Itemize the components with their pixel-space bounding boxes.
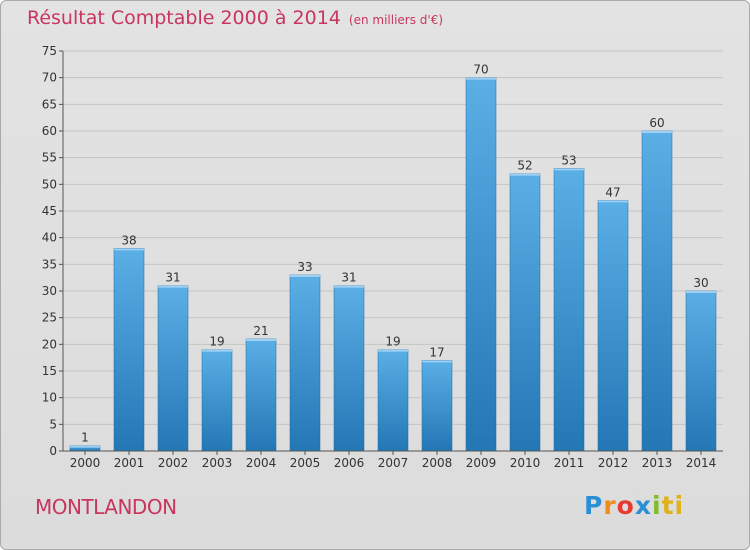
value-label-2008: 17 [429, 345, 444, 359]
value-labels: 1 38 31 19 21 33 31 19 17 70 52 53 47 60 30 [81, 63, 708, 445]
x-tick-label-2002: 2002 [158, 456, 189, 470]
bar-highlight [290, 275, 320, 277]
bar-2014 [685, 290, 717, 452]
value-label-2002: 31 [165, 271, 180, 285]
y-tick-label: 40 [42, 231, 57, 245]
x-tick-label-2012: 2012 [598, 456, 629, 470]
bar-highlight [202, 349, 232, 352]
x-tick-label-2000: 2000 [70, 456, 101, 470]
value-label-2012: 47 [605, 185, 620, 199]
bar-highlight [114, 248, 144, 251]
y-tick-label: 10 [42, 391, 57, 405]
y-tick-label: 20 [42, 337, 57, 351]
x-tick-label-2013: 2013 [642, 456, 673, 470]
y-tick-label: 70 [42, 71, 57, 85]
value-label-2007: 19 [385, 335, 400, 349]
x-tick-label-2014: 2014 [686, 456, 717, 470]
y-tick-label: 35 [42, 257, 57, 271]
proxiti-logo: Proxiti [584, 491, 685, 520]
bar-highlight [686, 291, 716, 293]
bar-2002 [157, 285, 189, 452]
bar-highlight [642, 131, 672, 133]
x-tick-label-2004: 2004 [246, 456, 277, 470]
bar-2006 [333, 285, 365, 452]
value-label-2005: 33 [297, 260, 312, 274]
bar-highlight [466, 77, 496, 80]
y-tick-label: 30 [42, 284, 57, 298]
y-tick-label: 0 [49, 444, 57, 458]
bar-2008 [421, 360, 453, 452]
x-tick-label-2008: 2008 [422, 456, 453, 470]
value-label-2000: 1 [81, 431, 89, 445]
x-tick-label-2009: 2009 [466, 456, 497, 470]
chart-subtitle: (en milliers d'€) [348, 13, 444, 27]
chart-title: Résultat Comptable 2000 à 2014 (en millie… [27, 7, 443, 29]
bar-highlight [334, 285, 364, 288]
bar-highlight [246, 339, 276, 341]
value-label-2013: 60 [649, 116, 664, 130]
x-tick-label-2001: 2001 [114, 456, 145, 470]
bar-highlight [510, 173, 540, 176]
bar-highlight [158, 285, 188, 288]
x-tick-label-2007: 2007 [378, 456, 409, 470]
y-tick-label: 55 [42, 151, 57, 165]
value-label-2004: 21 [253, 324, 268, 338]
commune-name: MONTLANDON [35, 495, 177, 519]
value-label-2010: 52 [517, 159, 532, 173]
bars [69, 77, 717, 452]
y-tick-label: 15 [42, 364, 57, 378]
axes: 0 5 10 15 20 25 30 35 40 45 50 55 60 65 70 75 2000 2001 20… [42, 44, 723, 470]
x-tick-label-2011: 2011 [554, 456, 585, 470]
bar-highlight [378, 349, 408, 352]
y-tick-label: 5 [49, 417, 57, 431]
bar-2005 [289, 274, 321, 452]
y-tick-label: 50 [42, 177, 57, 191]
value-label-2001: 38 [121, 233, 136, 247]
value-label-2009: 70 [473, 63, 488, 77]
x-tick-label-2005: 2005 [290, 456, 321, 470]
y-tick-label: 45 [42, 204, 57, 218]
title-text: Résultat Comptable 2000 à 2014 [27, 7, 341, 29]
bar-2009 [465, 77, 497, 452]
value-label-2006: 31 [341, 271, 356, 285]
y-tick-label: 25 [42, 311, 57, 325]
y-tick-label: 60 [42, 124, 57, 138]
value-label-2003: 19 [209, 335, 224, 349]
bar-2010 [509, 173, 541, 452]
value-label-2014: 30 [693, 276, 708, 290]
bar-highlight [70, 445, 100, 448]
bar-2011 [553, 168, 585, 452]
y-tick-label: 65 [42, 97, 57, 111]
x-tick-label-2006: 2006 [334, 456, 365, 470]
value-label-2011: 53 [561, 153, 576, 167]
bar-highlight [554, 168, 584, 171]
bar-2004 [245, 338, 277, 452]
bar-highlight [422, 360, 452, 363]
x-tick-label-2003: 2003 [202, 456, 233, 470]
bar-2012 [597, 200, 629, 452]
bar-2003 [201, 349, 233, 452]
bar-2001 [113, 248, 145, 452]
bar-2007 [377, 349, 409, 452]
y-tick-label: 75 [42, 44, 57, 58]
x-tick-label-2010: 2010 [510, 456, 541, 470]
bar-2013 [641, 130, 673, 452]
bar-highlight [598, 200, 628, 203]
